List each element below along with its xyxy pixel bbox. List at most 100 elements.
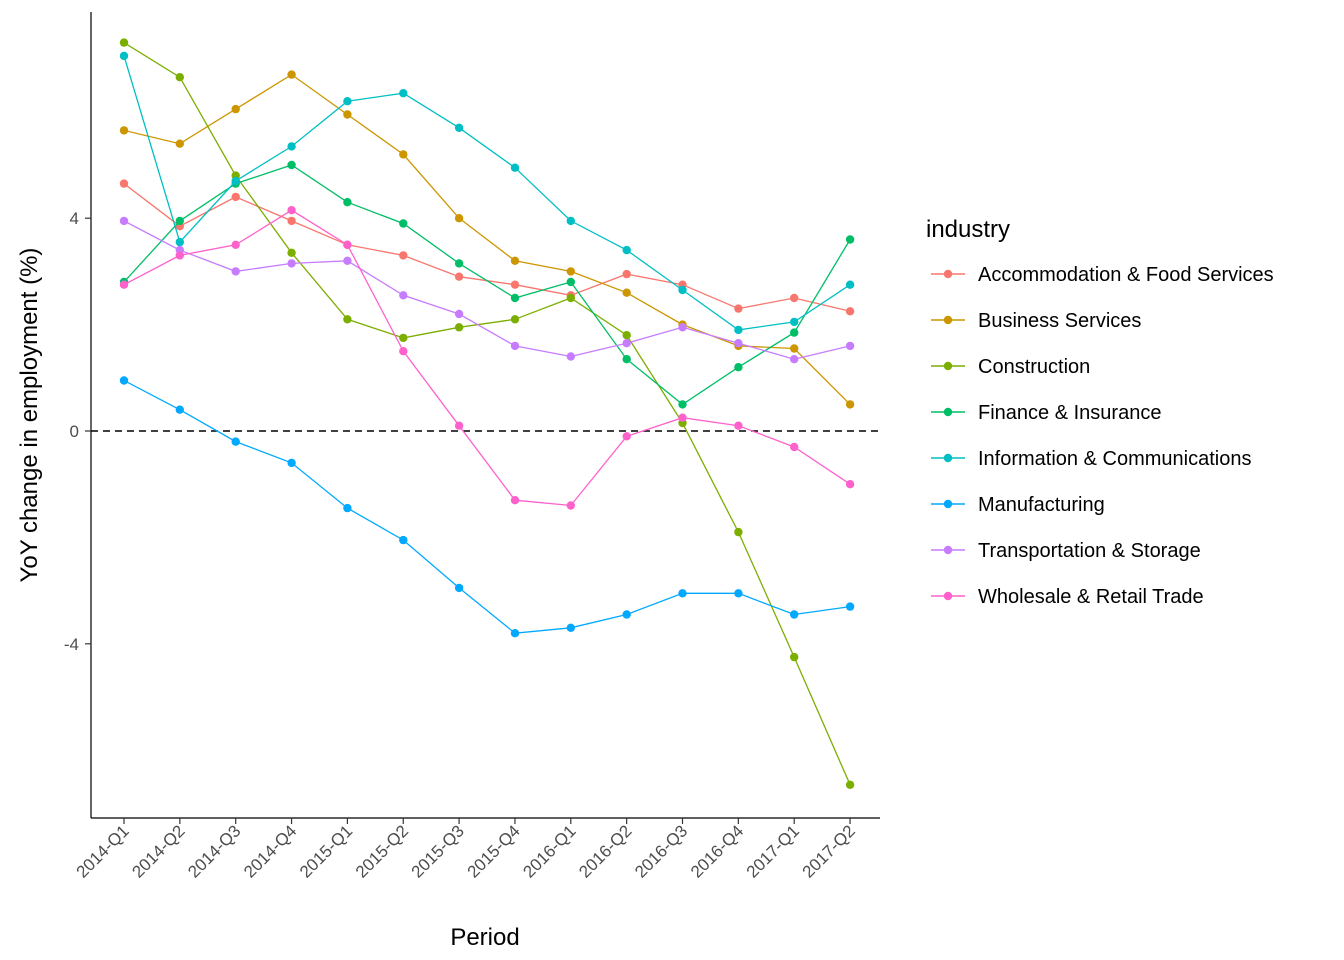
data-point-accommodation-food-services-2014-Q4 xyxy=(287,216,296,226)
legend-key-point xyxy=(943,315,953,325)
data-point-manufacturing-2014-Q2 xyxy=(175,405,184,414)
legend-item-transportation-storage: Transportation & Storage xyxy=(931,540,1201,562)
x-tick-label: 2016-Q3 xyxy=(631,821,691,881)
x-axis-title: Period xyxy=(450,924,519,951)
legend: industry Accommodation & Food Services Bu… xyxy=(926,216,1274,608)
plot-area xyxy=(91,38,880,789)
data-point-manufacturing-2015-Q3 xyxy=(454,583,464,593)
data-point-finance-insurance-2014-Q4 xyxy=(287,160,296,170)
data-point-accommodation-food-services-2014-Q1 xyxy=(119,179,129,188)
y-axis-title: YoY change in employment (%) xyxy=(16,248,43,583)
legend-item-finance-insurance: Finance & Insurance xyxy=(931,402,1161,424)
series-finance-insurance xyxy=(119,160,855,409)
data-point-construction-2016-Q2 xyxy=(622,331,631,340)
data-point-wholesale-retail-trade-2016-Q2 xyxy=(622,432,631,441)
data-point-wholesale-retail-trade-2016-Q4 xyxy=(734,421,743,430)
x-axis-ticks: 2014-Q12014-Q22014-Q32014-Q42015-Q12015-… xyxy=(73,818,859,882)
data-point-business-services-2015-Q4 xyxy=(510,256,520,265)
data-point-transportation-storage-2014-Q1 xyxy=(119,216,129,226)
data-point-wholesale-retail-trade-2014-Q2 xyxy=(175,251,184,260)
data-point-transportation-storage-2017-Q1 xyxy=(790,355,799,364)
series-line-wholesale-retail-trade xyxy=(123,209,851,507)
data-point-business-services-2016-Q2 xyxy=(622,288,631,297)
data-point-transportation-storage-2015-Q2 xyxy=(399,291,408,300)
data-point-information-communications-2015-Q1 xyxy=(343,97,352,106)
data-point-wholesale-retail-trade-2015-Q2 xyxy=(399,347,408,356)
legend-key-point xyxy=(943,453,953,463)
series-accommodation-food-services xyxy=(119,179,855,316)
data-point-construction-2014-Q2 xyxy=(175,73,184,82)
legend-label: Accommodation & Food Services xyxy=(978,264,1274,286)
y-tick-label: 0 xyxy=(70,422,79,441)
series-information-communications xyxy=(119,51,855,335)
x-tick-label: 2014-Q2 xyxy=(128,821,188,881)
data-point-wholesale-retail-trade-2016-Q3 xyxy=(678,413,687,422)
data-point-information-communications-2017-Q1 xyxy=(790,317,799,327)
data-point-transportation-storage-2014-Q4 xyxy=(287,259,296,268)
data-point-information-communications-2016-Q1 xyxy=(566,216,575,226)
data-point-transportation-storage-2016-Q3 xyxy=(678,323,687,332)
data-point-transportation-storage-2015-Q1 xyxy=(343,256,352,265)
series-manufacturing xyxy=(119,376,855,638)
legend-item-accommodation-food-services: Accommodation & Food Services xyxy=(931,264,1274,286)
legend-key-point xyxy=(943,591,953,601)
data-point-manufacturing-2016-Q2 xyxy=(622,610,631,619)
y-tick-label: -4 xyxy=(64,635,79,654)
data-point-transportation-storage-2016-Q2 xyxy=(622,339,631,348)
legend-item-manufacturing: Manufacturing xyxy=(931,494,1105,516)
legend-label: Transportation & Storage xyxy=(978,540,1201,562)
legend-item-construction: Construction xyxy=(931,356,1090,378)
data-point-construction-2017-Q1 xyxy=(790,652,799,662)
data-point-transportation-storage-2015-Q3 xyxy=(454,309,464,319)
data-point-transportation-storage-2016-Q1 xyxy=(566,352,575,361)
legend-key-point xyxy=(943,269,953,279)
data-point-wholesale-retail-trade-2016-Q1 xyxy=(566,501,575,510)
data-point-finance-insurance-2015-Q4 xyxy=(510,293,520,303)
data-point-construction-2015-Q1 xyxy=(343,315,352,324)
data-point-accommodation-food-services-2015-Q2 xyxy=(399,251,408,260)
x-tick-label: 2017-Q2 xyxy=(799,821,859,881)
data-point-information-communications-2015-Q3 xyxy=(454,123,464,132)
legend-item-wholesale-retail-trade: Wholesale & Retail Trade xyxy=(931,586,1204,608)
data-point-information-communications-2016-Q4 xyxy=(734,325,743,335)
y-tick-label: 4 xyxy=(70,209,79,228)
x-tick-label: 2015-Q3 xyxy=(408,821,468,881)
data-point-transportation-storage-2017-Q2 xyxy=(845,341,855,351)
legend-items: Accommodation & Food Services Business Se… xyxy=(931,264,1274,608)
data-point-manufacturing-2017-Q2 xyxy=(845,602,855,611)
data-point-manufacturing-2016-Q1 xyxy=(566,623,575,632)
data-point-information-communications-2017-Q2 xyxy=(845,280,855,289)
data-point-construction-2014-Q1 xyxy=(119,38,129,47)
data-point-finance-insurance-2016-Q4 xyxy=(734,363,743,372)
data-point-construction-2015-Q4 xyxy=(510,315,520,324)
data-point-wholesale-retail-trade-2014-Q4 xyxy=(287,206,296,215)
x-tick-label: 2015-Q2 xyxy=(352,821,412,881)
data-point-transportation-storage-2015-Q4 xyxy=(510,341,520,351)
series-line-transportation-storage xyxy=(123,220,851,360)
data-point-manufacturing-2015-Q2 xyxy=(399,535,408,545)
data-point-business-services-2017-Q2 xyxy=(845,400,855,409)
data-point-business-services-2015-Q2 xyxy=(399,150,408,159)
data-point-business-services-2017-Q1 xyxy=(790,344,799,353)
x-tick-label: 2016-Q4 xyxy=(687,821,747,881)
data-point-construction-2015-Q2 xyxy=(399,333,408,343)
data-point-finance-insurance-2017-Q2 xyxy=(845,235,855,244)
legend-key-point xyxy=(943,545,953,555)
data-point-finance-insurance-2016-Q3 xyxy=(678,400,687,409)
data-point-finance-insurance-2015-Q1 xyxy=(343,198,352,207)
data-point-wholesale-retail-trade-2014-Q3 xyxy=(231,240,240,249)
series-business-services xyxy=(119,70,855,409)
data-point-finance-insurance-2016-Q2 xyxy=(622,355,631,364)
data-point-manufacturing-2014-Q3 xyxy=(231,437,240,446)
data-point-business-services-2014-Q3 xyxy=(231,104,240,114)
data-point-accommodation-food-services-2016-Q4 xyxy=(734,304,743,313)
data-point-accommodation-food-services-2017-Q1 xyxy=(790,293,799,303)
data-point-information-communications-2014-Q1 xyxy=(119,51,129,61)
data-point-manufacturing-2014-Q1 xyxy=(119,376,129,385)
legend-key-point xyxy=(943,499,953,509)
legend-title: industry xyxy=(926,216,1010,243)
data-point-wholesale-retail-trade-2015-Q3 xyxy=(454,421,464,430)
data-point-wholesale-retail-trade-2015-Q4 xyxy=(510,496,520,505)
data-point-information-communications-2014-Q4 xyxy=(287,142,296,151)
data-point-construction-2017-Q2 xyxy=(845,780,855,789)
